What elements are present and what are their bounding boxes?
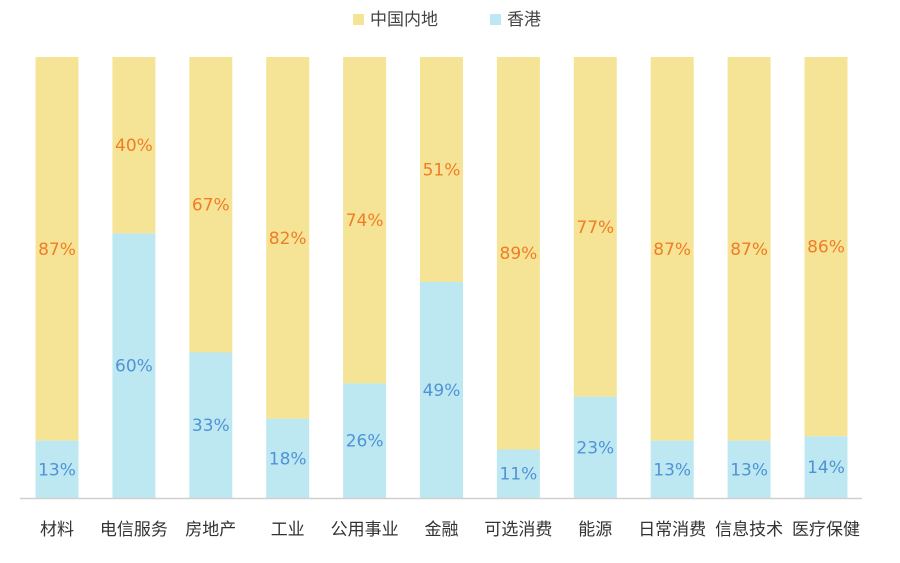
x-tick-label: 信息技术 bbox=[715, 520, 783, 540]
bar-segment-hongkong bbox=[573, 396, 617, 498]
bar-segment-mainland bbox=[343, 57, 387, 384]
bar-segment-mainland bbox=[650, 57, 694, 441]
data-label-mainland: 77% bbox=[576, 218, 614, 238]
data-label-hongkong: 33% bbox=[192, 416, 230, 436]
bar-segment-hongkong bbox=[266, 418, 310, 498]
x-tick-label: 材料 bbox=[40, 520, 74, 540]
data-label-mainland: 86% bbox=[807, 238, 845, 258]
data-label-hongkong: 14% bbox=[807, 458, 845, 478]
x-tick-label: 能源 bbox=[578, 520, 612, 540]
bar-segment-hongkong bbox=[496, 449, 540, 498]
data-label-hongkong: 13% bbox=[653, 460, 691, 480]
bar-segment-mainland bbox=[35, 57, 79, 441]
x-tick-label: 可选消费 bbox=[484, 520, 552, 540]
data-label-mainland: 89% bbox=[500, 244, 538, 264]
bars-group: 87% 13% 40% 60% 67% 33% 82% 18% 74% 26% 51% 49% 89% 1… bbox=[35, 57, 848, 498]
x-tick-label: 工业 bbox=[271, 520, 305, 540]
bar-segment-mainland bbox=[266, 57, 310, 419]
bar-segment-mainland bbox=[189, 57, 233, 353]
legend-label-mainland: 中国内地 bbox=[370, 10, 438, 30]
data-label-hongkong: 18% bbox=[269, 449, 307, 469]
data-label-hongkong: 60% bbox=[115, 357, 153, 377]
legend-swatch-mainland bbox=[353, 14, 364, 25]
data-label-mainland: 82% bbox=[269, 229, 307, 249]
x-tick-label: 电信服务 bbox=[100, 520, 168, 540]
legend-label-hongkong: 香港 bbox=[507, 10, 541, 30]
data-label-hongkong: 49% bbox=[423, 381, 461, 401]
data-label-mainland: 67% bbox=[192, 196, 230, 216]
category-labels: 材料 电信服务 房地产 工业 公用事业 金融 可选消费 能源 日常消费 信息技术 医疗保健 bbox=[40, 520, 860, 540]
data-label-hongkong: 11% bbox=[500, 465, 538, 485]
x-tick-label: 房地产 bbox=[185, 520, 236, 540]
bar-segment-hongkong bbox=[189, 352, 233, 498]
legend: 中国内地 香港 bbox=[353, 10, 541, 30]
bar-segment-hongkong bbox=[650, 440, 694, 498]
data-label-hongkong: 13% bbox=[730, 460, 768, 480]
bar-segment-mainland bbox=[727, 57, 771, 441]
bar-segment-mainland bbox=[496, 57, 540, 450]
bar-segment-hongkong bbox=[727, 440, 771, 498]
bar-segment-mainland bbox=[112, 57, 156, 234]
data-label-mainland: 40% bbox=[115, 136, 153, 156]
bar-segment-hongkong bbox=[35, 440, 79, 498]
bar-segment-hongkong bbox=[804, 436, 848, 498]
x-tick-label: 金融 bbox=[425, 520, 459, 540]
legend-swatch-hongkong bbox=[490, 14, 501, 25]
x-tick-label: 医疗保健 bbox=[792, 520, 860, 540]
data-label-hongkong: 13% bbox=[38, 460, 76, 480]
data-label-mainland: 87% bbox=[653, 240, 691, 260]
bar-segment-mainland bbox=[573, 57, 617, 397]
data-label-mainland: 74% bbox=[346, 211, 384, 231]
bar-segment-mainland bbox=[804, 57, 848, 437]
bar-segment-mainland bbox=[420, 57, 463, 282]
data-label-mainland: 87% bbox=[38, 240, 76, 260]
x-tick-label: 日常消费 bbox=[638, 520, 706, 540]
bar-segment-hongkong bbox=[343, 383, 387, 498]
bar-segment-hongkong bbox=[112, 233, 156, 498]
bar-segment-hongkong bbox=[420, 281, 463, 498]
x-tick-label: 公用事业 bbox=[331, 520, 399, 540]
data-label-mainland: 87% bbox=[730, 240, 768, 260]
data-label-mainland: 51% bbox=[423, 160, 461, 180]
data-label-hongkong: 23% bbox=[576, 438, 614, 458]
data-label-hongkong: 26% bbox=[346, 432, 384, 452]
